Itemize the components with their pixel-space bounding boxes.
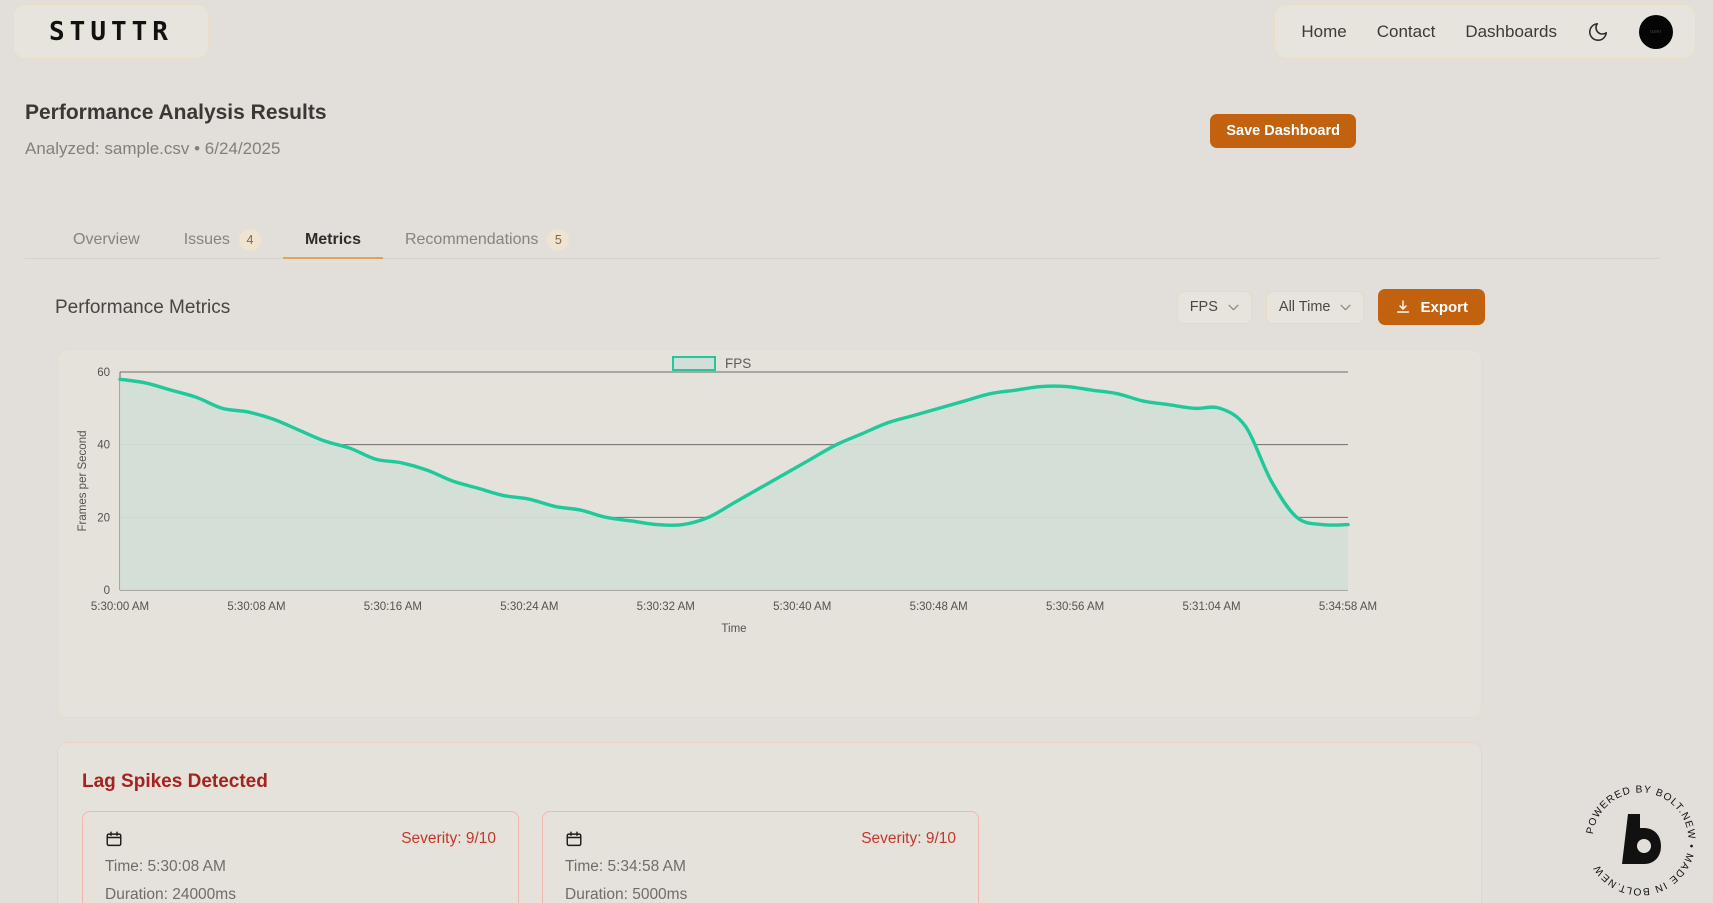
legend-label-fps: FPS [725, 356, 752, 371]
lag-spike-time: Time: 5:30:08 AM [105, 858, 226, 875]
lag-spikes-list: Severity: 9/10 Time: 5:30:08 AM Duration… [82, 811, 979, 903]
page-title: Performance Analysis Results [25, 101, 327, 124]
logo[interactable]: STUTTR [13, 4, 209, 59]
lag-spikes-card: Lag Spikes Detected Severity: 9/10 Time:… [57, 742, 1482, 903]
svg-text:5:30:48 AM: 5:30:48 AM [910, 601, 968, 613]
metrics-section-title: Performance Metrics [55, 297, 231, 318]
svg-text:5:30:40 AM: 5:30:40 AM [773, 601, 831, 613]
calendar-icon [106, 831, 122, 847]
tab-issues-label: Issues [183, 230, 230, 248]
lag-spike-header: Severity: 9/10 [105, 830, 496, 848]
calendar-icon [566, 831, 582, 847]
logo-text: STUTTR [49, 16, 173, 47]
lag-spike-header: Severity: 9/10 [565, 830, 956, 848]
svg-text:60: 60 [97, 367, 110, 379]
tab-metrics-label: Metrics [304, 230, 361, 248]
lag-spike-item[interactable]: Severity: 9/10 Time: 5:34:58 AM Duration… [542, 811, 979, 903]
export-button[interactable]: Export [1378, 289, 1485, 325]
svg-text:40: 40 [97, 440, 110, 452]
svg-text:5:30:56 AM: 5:30:56 AM [1046, 601, 1104, 613]
chart-legend: FPS [672, 356, 751, 371]
lag-spike-time: Time: 5:34:58 AM [565, 858, 686, 875]
tab-overview-label: Overview [73, 230, 140, 248]
svg-text:5:30:00 AM: 5:30:00 AM [91, 601, 149, 613]
svg-text:5:34:58 AM: 5:34:58 AM [1319, 601, 1377, 613]
bolt-b-mark [1622, 814, 1661, 864]
nav-links-group: Home Contact Dashboards user [1274, 4, 1696, 59]
tab-recommendations[interactable]: Recommendations 5 [383, 222, 591, 259]
download-icon [1397, 300, 1410, 313]
moon-icon[interactable] [1587, 21, 1609, 43]
performance-chart-card: 0 20 40 60 5:30:00 AM 5:30:08 AM 5:30:16 AM 5:3… [57, 349, 1482, 718]
metric-select-value: FPS [1189, 299, 1218, 315]
avatar-initials: user [1650, 28, 1662, 35]
tab-metrics[interactable]: Metrics [282, 222, 383, 259]
svg-text:5:30:16 AM: 5:30:16 AM [364, 601, 422, 613]
save-dashboard-button[interactable]: Save Dashboard [1210, 114, 1356, 148]
metric-select[interactable]: FPS [1176, 290, 1252, 324]
nav-link-home[interactable]: Home [1301, 21, 1347, 41]
chevron-down-icon [1340, 304, 1352, 310]
fps-line-chart[interactable]: 0 20 40 60 5:30:00 AM 5:30:08 AM 5:30:16 AM 5:3… [58, 350, 1483, 719]
nav-link-dashboards[interactable]: Dashboards [1465, 21, 1557, 41]
tab-recommendations-label: Recommendations [404, 230, 539, 248]
chevron-down-icon [1228, 304, 1239, 310]
svg-text:5:30:08 AM: 5:30:08 AM [227, 601, 285, 613]
tab-overview[interactable]: Overview [25, 222, 162, 259]
svg-text:5:30:32 AM: 5:30:32 AM [637, 601, 695, 613]
tab-issues-badge: 4 [238, 228, 261, 251]
avatar[interactable]: user [1639, 14, 1673, 49]
time-range-select-value: All Time [1278, 299, 1331, 315]
legend-swatch-fps [672, 356, 716, 371]
svg-text:0: 0 [104, 585, 110, 597]
svg-text:20: 20 [97, 512, 110, 524]
tab-bar: Overview Issues 4 Metrics Recommendation… [25, 222, 1659, 259]
lag-spike-severity: Severity: 9/10 [861, 830, 956, 847]
lag-spikes-title: Lag Spikes Detected [82, 771, 268, 792]
page-subtitle: Analyzed: sample.csv • 6/24/2025 [25, 139, 281, 158]
lag-spike-duration: Duration: 24000ms [105, 886, 236, 903]
top-navigation-bar: STUTTR Home Contact Dashboards user [0, 0, 1713, 62]
tab-recommendations-badge: 5 [547, 228, 570, 251]
svg-text:Frames per Second: Frames per Second [77, 431, 89, 532]
svg-text:5:31:04 AM: 5:31:04 AM [1182, 601, 1240, 613]
svg-text:5:30:24 AM: 5:30:24 AM [500, 601, 558, 613]
lag-spike-severity: Severity: 9/10 [401, 830, 496, 847]
time-range-select[interactable]: All Time [1265, 290, 1365, 324]
bolt-badge[interactable]: POWERED BY BOLT.NEW • MADE IN BOLT.NEW [1578, 778, 1703, 903]
lag-spike-duration: Duration: 5000ms [565, 886, 688, 903]
export-button-label: Export [1420, 298, 1468, 316]
svg-text:Time: Time [721, 623, 746, 635]
tab-issues[interactable]: Issues 4 [162, 222, 283, 259]
lag-spike-item[interactable]: Severity: 9/10 Time: 5:30:08 AM Duration… [82, 811, 519, 903]
chart-controls: FPS All Time Export [1176, 289, 1485, 325]
nav-link-contact[interactable]: Contact [1376, 21, 1436, 41]
